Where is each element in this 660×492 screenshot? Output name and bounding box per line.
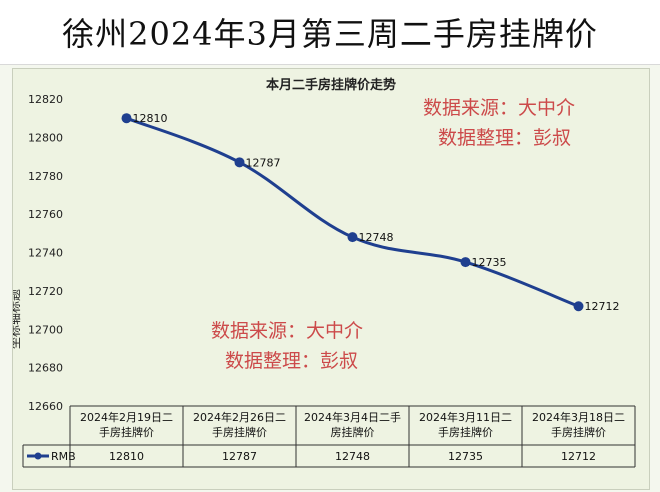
watermark-top-line2: 数据整理：彭叔 [438,127,571,149]
y-tick-label: 12700 [28,323,63,336]
table-value: 12748 [335,450,370,463]
category-label: 手房挂牌价 [99,425,154,439]
y-axis-title: 坐标轴标题 [13,289,22,349]
data-label: 12712 [585,300,620,313]
y-tick-label: 12680 [28,362,63,375]
table-value: 12810 [109,450,144,463]
data-point [460,257,471,268]
data-point [573,301,584,312]
data-point [234,157,245,168]
table-value: 12712 [561,450,596,463]
table-value: 12735 [448,450,483,463]
table-value: 12787 [222,450,257,463]
category-label: 手房挂牌价 [212,425,267,439]
category-label: 2024年2月26日二 [193,410,286,424]
y-tick-label: 12760 [28,208,63,221]
y-tick-label: 12720 [28,285,63,298]
y-tick-label: 12660 [28,400,63,413]
data-label: 12810 [133,112,168,125]
title-bar: 徐州2024年3月第三周二手房挂牌价 [0,0,660,65]
data-label: 12748 [359,231,394,244]
watermark-top-line1: 数据来源：大中介 [423,97,575,119]
category-label: 手房挂牌价 [551,425,606,439]
category-label: 2024年3月18日二 [532,410,625,424]
y-tick-label: 12780 [28,170,63,183]
data-point [121,113,132,124]
category-label: 房挂牌价 [331,425,375,439]
chart-title: 本月二手房挂牌价走势 [266,77,396,93]
data-label: 12787 [246,156,281,169]
line-chart: 本月二手房挂牌价走势 坐标轴标题 12660 12680 12700 12720 127… [13,77,636,468]
y-tick-label: 12800 [28,131,63,144]
data-point [347,232,358,243]
data-label: 12735 [472,256,507,269]
watermark-bottom-line2: 数据整理：彭叔 [225,350,358,372]
watermark-bottom-line1: 数据来源：大中介 [211,320,363,342]
y-tick-label: 12820 [28,93,63,106]
category-label: 2024年2月19日二 [80,410,173,424]
category-label: 2024年3月11日二 [419,410,512,424]
chart-frame: 本月二手房挂牌价走势 坐标轴标题 12660 12680 12700 12720 127… [12,68,650,490]
legend-label: RMB [51,450,76,463]
page-title: 徐州2024年3月第三周二手房挂牌价 [62,15,598,53]
y-tick-label: 12740 [28,247,63,260]
category-label: 手房挂牌价 [438,425,493,439]
category-label: 2024年3月4日二手 [304,410,401,424]
legend-marker [34,452,42,460]
